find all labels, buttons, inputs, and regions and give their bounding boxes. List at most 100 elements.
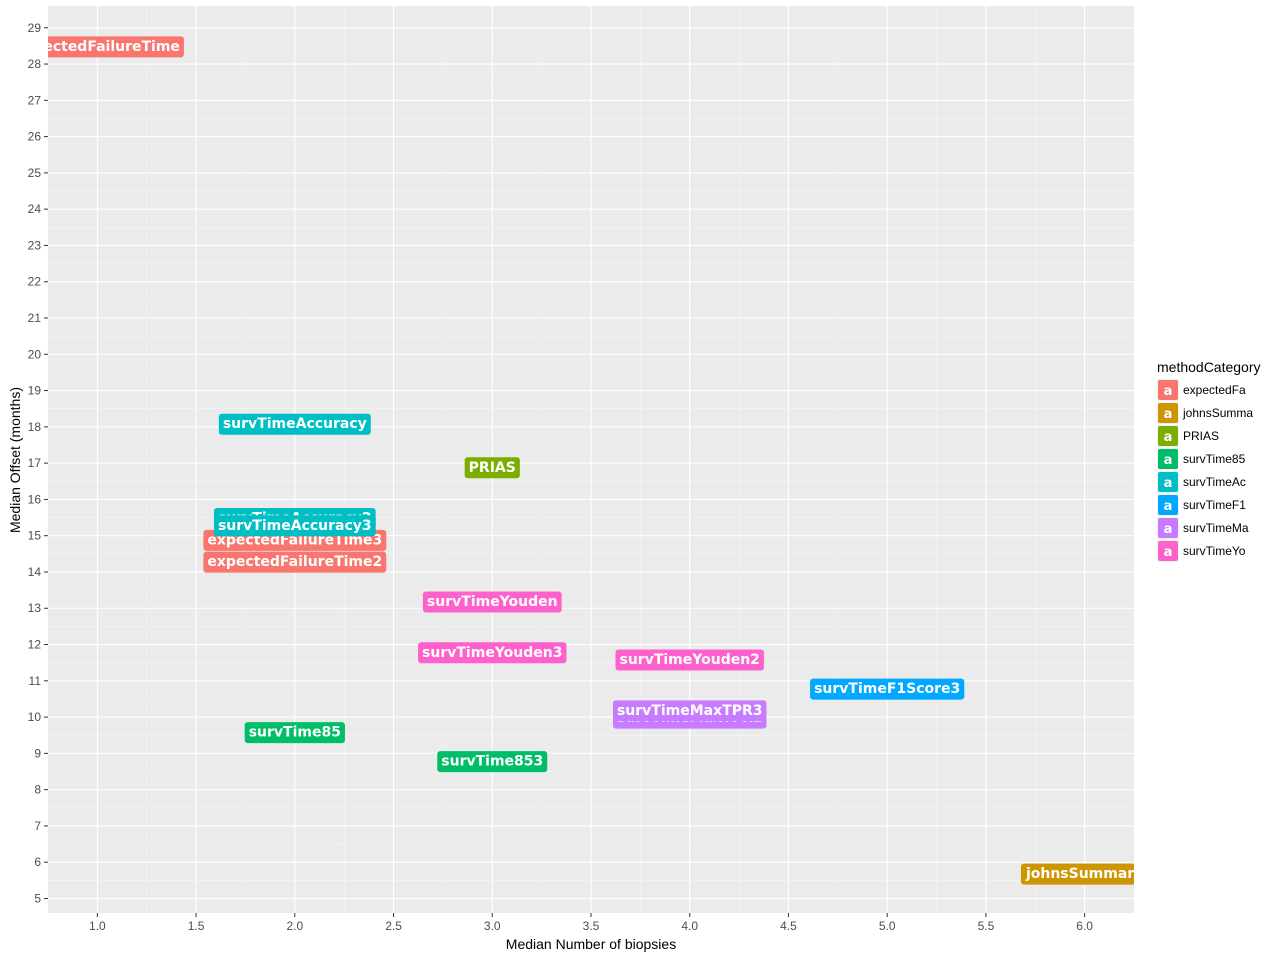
legend-key	[1158, 380, 1178, 400]
y-axis: 5 6 7 8 9 10 11 12 13 14 15 16 17 18 19 20 21 22 23 24 25 26 2…	[28, 21, 48, 905]
y-axis-title: Median Offset (months)	[7, 387, 23, 533]
point-label-text: survTimeYouden	[427, 594, 558, 610]
point-label-box	[213, 515, 376, 537]
point-label-box	[437, 751, 548, 773]
x-tick-label: 4.0	[681, 919, 698, 933]
point-label: expectedFailureTime	[15, 36, 184, 58]
point-label-box	[418, 642, 567, 664]
point-label-text: survTimeMaxTPR3	[617, 703, 763, 719]
point-label-box	[1020, 863, 1134, 885]
point-label-text: survTimeYouden3	[422, 645, 562, 661]
legend-item: a survTimeMa	[1157, 517, 1249, 539]
x-tick-label: 2.5	[385, 919, 402, 933]
grid-major	[48, 6, 1134, 913]
y-tick-label: 18	[28, 420, 42, 434]
legend-key-glyph: a	[1164, 453, 1173, 468]
legend-item: a PRIAS	[1157, 425, 1219, 447]
legend-key-glyph: a	[1164, 384, 1173, 399]
x-tick-label: 3.0	[484, 919, 501, 933]
y-tick-label: 13	[28, 601, 42, 615]
y-tick-label: 28	[28, 57, 42, 71]
point-label-box	[615, 649, 764, 671]
y-tick-label: 10	[28, 710, 42, 724]
point-label: survTimeYouden2	[615, 649, 764, 671]
point-label-box	[244, 722, 345, 744]
legend-key-glyph: a	[1164, 499, 1173, 514]
point-label-box	[810, 678, 965, 700]
point-label-text: johnsSummary	[1025, 866, 1143, 882]
legend-key	[1158, 403, 1178, 423]
y-tick-label: 19	[28, 384, 42, 398]
legend-label: survTimeYo	[1183, 544, 1246, 558]
point-label-box	[464, 457, 520, 479]
point-label-text: expectedFailureTime2	[207, 554, 382, 570]
point-label-text: survTimeYouden2	[620, 652, 760, 668]
data-labels: expectedFailureTime expectedFailureTime3 e…	[15, 36, 1143, 885]
y-tick-label: 21	[28, 311, 42, 325]
point-label: survTime853	[437, 751, 548, 773]
legend-key	[1158, 518, 1178, 538]
y-tick-label: 6	[34, 855, 41, 869]
legend-item: a expectedFa	[1157, 379, 1246, 401]
point-label-text: survTimeF1Score3	[814, 681, 960, 697]
point-label: survTimeMaxTPR3	[612, 700, 767, 722]
y-tick-label: 23	[28, 238, 42, 252]
legend-label: johnsSumma	[1182, 406, 1253, 420]
legend-label: expectedFa	[1183, 383, 1246, 397]
point-label-box	[48, 36, 184, 58]
x-tick-label: 5.0	[879, 919, 896, 933]
legend-label: survTimeF1	[1183, 498, 1246, 512]
point-label: survTimeAccuracy	[218, 413, 371, 435]
legend-item: a survTimeAc	[1157, 471, 1246, 493]
y-tick-label: 8	[34, 783, 41, 797]
legend-key-glyph: a	[1164, 545, 1173, 560]
y-tick-label: 14	[28, 565, 42, 579]
y-tick-label: 15	[28, 529, 42, 543]
point-label-text: survTime85	[249, 725, 341, 741]
y-tick-label: 25	[28, 166, 42, 180]
x-tick-label: 5.5	[978, 919, 995, 933]
y-tick-label: 26	[28, 130, 42, 144]
legend-item: a survTime85	[1157, 448, 1246, 470]
point-label: johnsSummary	[1020, 863, 1143, 885]
y-tick-label: 17	[28, 456, 42, 470]
legend-key	[1158, 449, 1178, 469]
x-tick-label: 1.0	[89, 919, 106, 933]
legend-key-glyph: a	[1164, 522, 1173, 537]
x-tick-label: 1.5	[188, 919, 205, 933]
point-label-box	[612, 700, 767, 722]
point-label-box	[422, 591, 562, 613]
y-tick-label: 29	[28, 21, 42, 35]
legend-label: survTime85	[1183, 452, 1246, 466]
y-tick-label: 11	[29, 674, 42, 688]
legend-label: PRIAS	[1183, 429, 1219, 443]
y-tick-label: 12	[28, 638, 42, 652]
x-axis-title: Median Number of biopsies	[506, 936, 676, 952]
point-label: PRIAS	[464, 457, 520, 479]
x-axis: 1.0 1.5 2.0 2.5 3.0 3.5 4.0 4.5 5.0 5.5 6.0	[89, 913, 1093, 933]
legend-key	[1158, 426, 1178, 446]
point-label: survTimeYouden	[422, 591, 562, 613]
legend: methodCategory a expectedFa a johnsSumma a PR…	[1157, 359, 1261, 562]
point-label-text: expectedFailureTime3	[207, 532, 382, 548]
y-tick-label: 7	[34, 819, 41, 833]
legend-item: a survTimeYo	[1157, 540, 1246, 562]
point-label: survTime85	[244, 722, 345, 744]
y-tick-label: 9	[34, 746, 41, 760]
y-tick-label: 16	[28, 492, 42, 506]
legend-key	[1158, 541, 1178, 561]
point-label-text: survTimeAccuracy3	[218, 518, 372, 534]
legend-title: methodCategory	[1157, 359, 1261, 375]
point-label-text: expectedFailureTime	[15, 39, 180, 55]
x-tick-label: 6.0	[1076, 919, 1093, 933]
legend-key-glyph: a	[1164, 407, 1173, 422]
legend-key-glyph: a	[1164, 430, 1173, 445]
y-tick-label: 22	[28, 275, 42, 289]
y-tick-label: 5	[34, 891, 41, 905]
point-label: survTimeYouden3	[418, 642, 567, 664]
y-tick-label: 27	[28, 93, 42, 107]
x-tick-label: 3.5	[583, 919, 600, 933]
legend-item: a survTimeF1	[1157, 494, 1246, 516]
legend-key-glyph: a	[1164, 476, 1173, 491]
y-tick-label: 20	[28, 347, 42, 361]
